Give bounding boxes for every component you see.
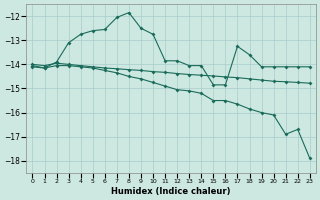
X-axis label: Humidex (Indice chaleur): Humidex (Indice chaleur)	[111, 187, 231, 196]
